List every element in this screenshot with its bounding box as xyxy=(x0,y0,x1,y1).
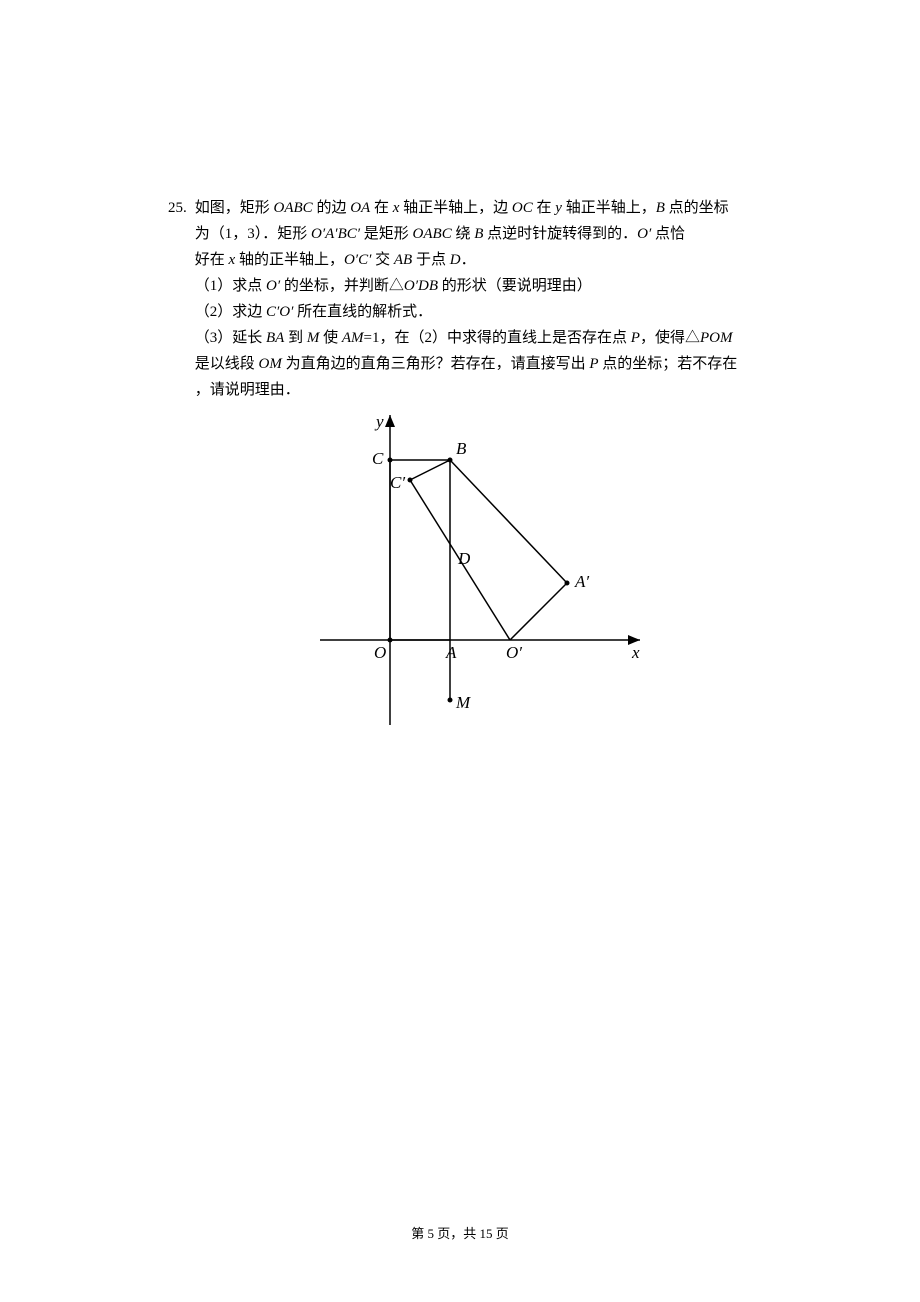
geometry-figure: y x O A B C O′ A′ C′ D M xyxy=(320,415,700,745)
problem-line: ，请说明理由． xyxy=(195,377,738,403)
problem-line: 好在 x 轴的正半轴上，O′C′ 交 AB 于点 D． xyxy=(195,247,738,273)
svg-text:M: M xyxy=(455,693,471,712)
problem-line: 是以线段 OM 为直角边的直角三角形？若存在，请直接写出 P 点的坐标；若不存在 xyxy=(195,351,738,377)
svg-text:B: B xyxy=(456,439,467,458)
footer-suffix: 页 xyxy=(493,1226,509,1241)
problem-line: （3）延长 BA 到 M 使 AM=1，在（2）中求得的直线上是否存在点 P，使… xyxy=(195,325,738,351)
svg-text:A: A xyxy=(445,643,457,662)
problem-number: 25. xyxy=(168,195,187,221)
svg-text:A′: A′ xyxy=(574,572,589,591)
problem-row: 25. 如图，矩形 OABC 的边 OA 在 x 轴正半轴上，边 OC 在 y … xyxy=(168,195,768,403)
problem-line: （2）求边 C′O′ 所在直线的解析式． xyxy=(195,299,738,325)
problem-line: 为（1，3）．矩形 O′A′BC′ 是矩形 OABC 绕 B 点逆时针旋转得到的… xyxy=(195,221,738,247)
svg-text:D: D xyxy=(457,549,471,568)
svg-text:O′: O′ xyxy=(506,643,522,662)
problem-text: 如图，矩形 OABC 的边 OA 在 x 轴正半轴上，边 OC 在 y 轴正半轴… xyxy=(195,195,738,403)
page-footer: 第 5 页，共 15 页 xyxy=(0,1223,920,1242)
footer-mid: 页，共 xyxy=(434,1226,480,1241)
problem-line: （1）求点 O′ 的坐标，并判断△O′DB 的形状（要说明理由） xyxy=(195,273,738,299)
svg-text:C: C xyxy=(372,449,384,468)
footer-total-pages: 15 xyxy=(480,1226,493,1241)
problem-line: 如图，矩形 OABC 的边 OA 在 x 轴正半轴上，边 OC 在 y 轴正半轴… xyxy=(195,195,738,221)
svg-text:O: O xyxy=(374,643,386,662)
footer-prefix: 第 xyxy=(411,1226,427,1241)
svg-text:y: y xyxy=(374,415,384,431)
problem-block: 25. 如图，矩形 OABC 的边 OA 在 x 轴正半轴上，边 OC 在 y … xyxy=(168,195,768,403)
svg-text:C′: C′ xyxy=(390,473,405,492)
svg-text:x: x xyxy=(631,643,640,662)
